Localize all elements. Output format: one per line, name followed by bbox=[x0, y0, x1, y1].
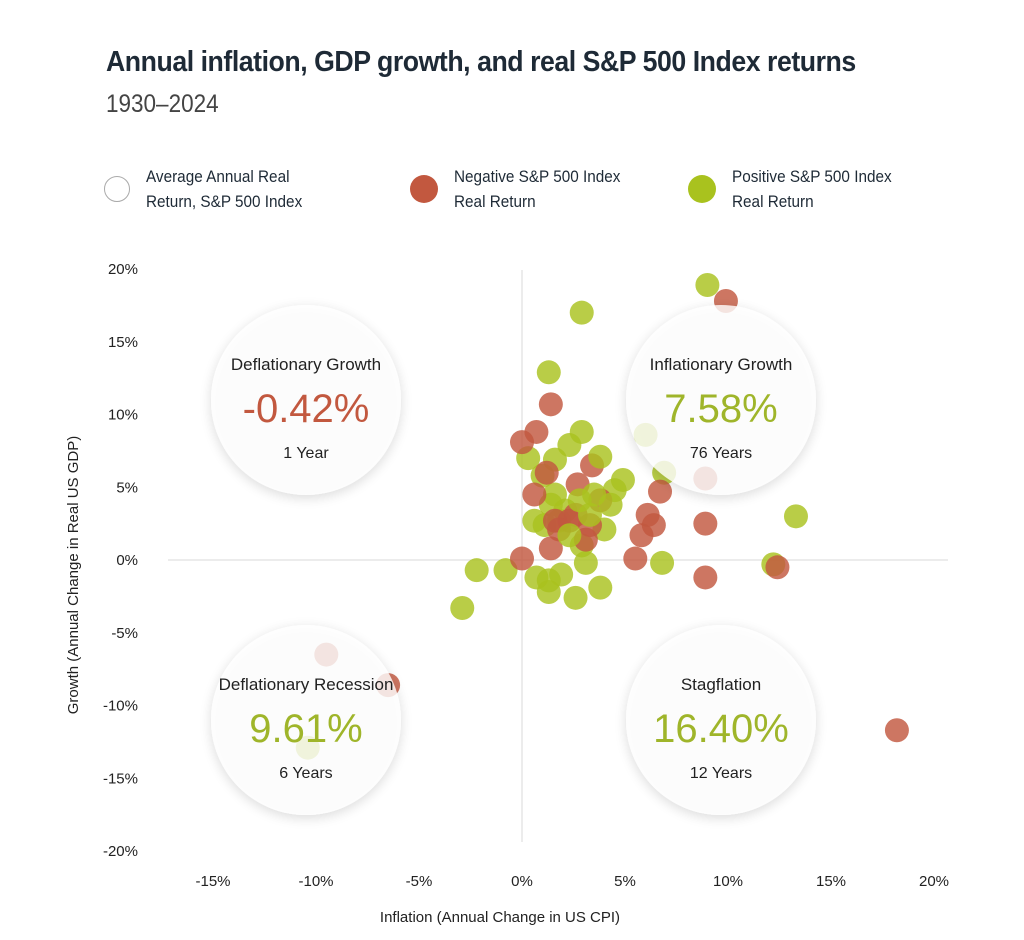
positive-return-point bbox=[567, 488, 592, 513]
positive-return-point bbox=[569, 300, 594, 325]
quadrant-circle bbox=[211, 304, 401, 495]
quadrant-years: 1 Year bbox=[283, 445, 329, 462]
quadrant-name: Stagflation bbox=[681, 675, 761, 694]
legend-label: Positive S&P 500 Index Real Return bbox=[732, 167, 892, 211]
negative-return-point bbox=[510, 546, 534, 571]
positive-return-point bbox=[695, 273, 720, 298]
legend-positive: Positive S&P 500 Index Real Return bbox=[688, 164, 942, 214]
y-tick-label: -20% bbox=[103, 843, 138, 860]
positive-return-point bbox=[588, 575, 613, 600]
y-tick-label: -15% bbox=[103, 770, 138, 787]
x-tick-label: 20% bbox=[919, 873, 949, 890]
positive-return-point bbox=[573, 550, 598, 575]
x-tick-label: 15% bbox=[816, 873, 846, 890]
quadrant-years: 6 Years bbox=[279, 765, 332, 782]
positive-return-point bbox=[464, 558, 489, 583]
positive-return-point bbox=[650, 550, 675, 575]
quadrant-inflationary-growth: Inflationary Growth 7.58% 76 Years bbox=[626, 304, 816, 495]
legend-swatch-hollow bbox=[104, 176, 130, 202]
negative-return-point bbox=[522, 482, 547, 507]
quadrant-return-value: -0.42% bbox=[243, 387, 370, 431]
x-tick-label: -15% bbox=[195, 873, 230, 890]
legend-average: Average Annual Real Return, S&P 500 Inde… bbox=[104, 164, 356, 214]
x-tick-label: 5% bbox=[614, 873, 636, 890]
legend-swatch-red bbox=[410, 175, 438, 203]
positive-return-point bbox=[536, 568, 561, 593]
y-tick-label: 5% bbox=[116, 479, 138, 496]
quadrant-deflationary-recession: Deflationary Recession 9.61% 6 Years bbox=[211, 625, 401, 816]
negative-return-point bbox=[693, 511, 718, 536]
y-tick-label: -5% bbox=[111, 625, 138, 642]
negative-return-point bbox=[510, 430, 534, 455]
positive-return-point bbox=[610, 467, 635, 492]
quadrant-name: Inflationary Growth bbox=[650, 355, 793, 374]
quadrant-circle bbox=[211, 625, 401, 816]
positive-return-point bbox=[569, 419, 594, 444]
quadrant-return-value: 7.58% bbox=[664, 387, 777, 431]
y-tick-label: 0% bbox=[116, 552, 138, 569]
chart-title: Annual inflation, GDP growth, and real S… bbox=[106, 46, 856, 78]
positive-return-point bbox=[536, 360, 561, 385]
x-axis-label: Inflation (Annual Change in US CPI) bbox=[380, 909, 620, 926]
negative-return-point bbox=[648, 479, 673, 504]
positive-return-point bbox=[563, 585, 588, 610]
negative-return-point bbox=[765, 555, 790, 580]
quadrant-circle bbox=[626, 304, 816, 495]
x-tick-label: -10% bbox=[298, 873, 333, 890]
quadrant-stagflation: Stagflation 16.40% 12 Years bbox=[626, 625, 816, 816]
positive-return-point bbox=[450, 596, 475, 621]
y-tick-label: 10% bbox=[108, 407, 138, 424]
quadrant-return-value: 9.61% bbox=[249, 707, 362, 751]
quadrant-name: Deflationary Growth bbox=[231, 355, 381, 374]
negative-return-point bbox=[693, 565, 718, 590]
negative-return-point bbox=[534, 460, 559, 485]
y-tick-label: -10% bbox=[103, 698, 138, 715]
quadrant-name: Deflationary Recession bbox=[219, 675, 394, 694]
quadrant-circle bbox=[626, 625, 816, 816]
x-tick-label: 0% bbox=[511, 873, 533, 890]
chart-subtitle: 1930–2024 bbox=[106, 90, 219, 118]
quadrant-years: 12 Years bbox=[690, 765, 752, 782]
negative-return-point bbox=[641, 513, 666, 538]
legend-swatch-green bbox=[688, 175, 716, 203]
y-tick-label: 20% bbox=[108, 261, 138, 278]
legend-negative: Negative S&P 500 Index Real Return bbox=[410, 164, 664, 214]
negative-return-point bbox=[538, 392, 563, 417]
quadrant-years: 76 Years bbox=[690, 445, 752, 462]
positive-return-point bbox=[557, 523, 582, 548]
legend-label: Negative S&P 500 Index Real Return bbox=[454, 167, 621, 211]
legend-label: Average Annual Real Return, S&P 500 Inde… bbox=[146, 167, 303, 211]
quadrant-deflationary-growth: Deflationary Growth -0.42% 1 Year bbox=[211, 304, 401, 495]
positive-return-point bbox=[783, 504, 808, 529]
negative-return-point bbox=[538, 536, 563, 561]
positive-return-point bbox=[588, 444, 613, 469]
x-tick-label: -5% bbox=[406, 873, 433, 890]
y-tick-label: 15% bbox=[108, 334, 138, 351]
x-tick-label: 10% bbox=[713, 873, 743, 890]
quadrant-return-value: 16.40% bbox=[653, 707, 789, 751]
negative-return-point bbox=[623, 546, 648, 571]
negative-return-point bbox=[884, 718, 909, 743]
y-axis-label: Growth (Annual Change in Real US GDP) bbox=[65, 436, 82, 714]
